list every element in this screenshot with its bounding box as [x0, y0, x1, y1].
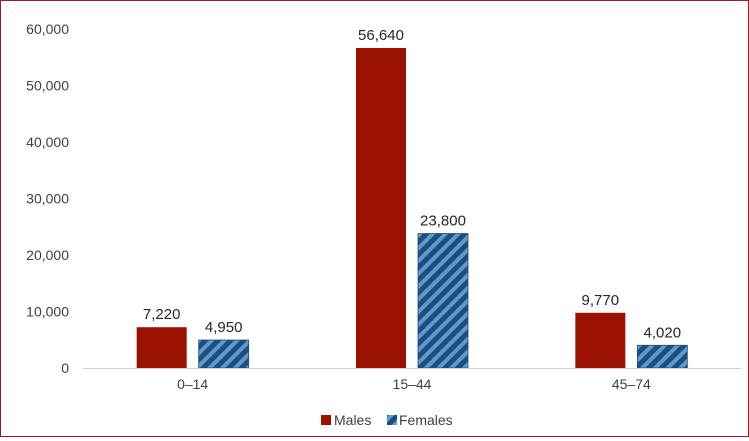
- bars: [136, 47, 688, 369]
- data-label-females-1: 23,800: [420, 213, 466, 230]
- data-label-males-2: 9,770: [582, 292, 620, 309]
- legend-label-females: Females: [399, 412, 453, 428]
- bar-females-2: [636, 344, 688, 369]
- y-axis-ticks: 0 10,000 20,000 30,000 40,000 50,000 60,000: [26, 21, 69, 376]
- data-label-females-2: 4,020: [644, 324, 682, 341]
- x-tick-label: 15–44: [393, 376, 432, 392]
- x-tick-label: 0–14: [177, 376, 208, 392]
- data-label-males-1: 56,640: [358, 27, 404, 44]
- legend-swatch-males: [321, 415, 331, 425]
- data-label-males-0: 7,220: [143, 306, 181, 323]
- y-tick-label: 10,000: [26, 304, 69, 320]
- bar-males-1: [356, 47, 406, 368]
- x-tick-label: 45–74: [612, 376, 651, 392]
- y-tick-label: 50,000: [26, 78, 69, 94]
- data-label-females-0: 4,950: [205, 319, 243, 336]
- legend-swatch-females: [387, 415, 397, 425]
- bar-females-1: [417, 233, 469, 369]
- y-tick-label: 0: [61, 360, 69, 376]
- bar-males-0: [136, 327, 187, 368]
- y-tick-label: 40,000: [26, 134, 69, 150]
- bar-males-2: [575, 312, 626, 368]
- x-axis-ticks: 0–14 15–44 45–74: [177, 376, 651, 392]
- legend-label-males: Males: [334, 412, 371, 428]
- y-tick-label: 60,000: [26, 21, 69, 37]
- data-labels: 7,220 4,950 56,640 23,800 9,770 4,020: [143, 27, 681, 341]
- y-tick-label: 30,000: [26, 191, 69, 207]
- legend: Males Females: [321, 412, 453, 428]
- bar-females-0: [198, 339, 250, 369]
- y-tick-label: 20,000: [26, 247, 69, 263]
